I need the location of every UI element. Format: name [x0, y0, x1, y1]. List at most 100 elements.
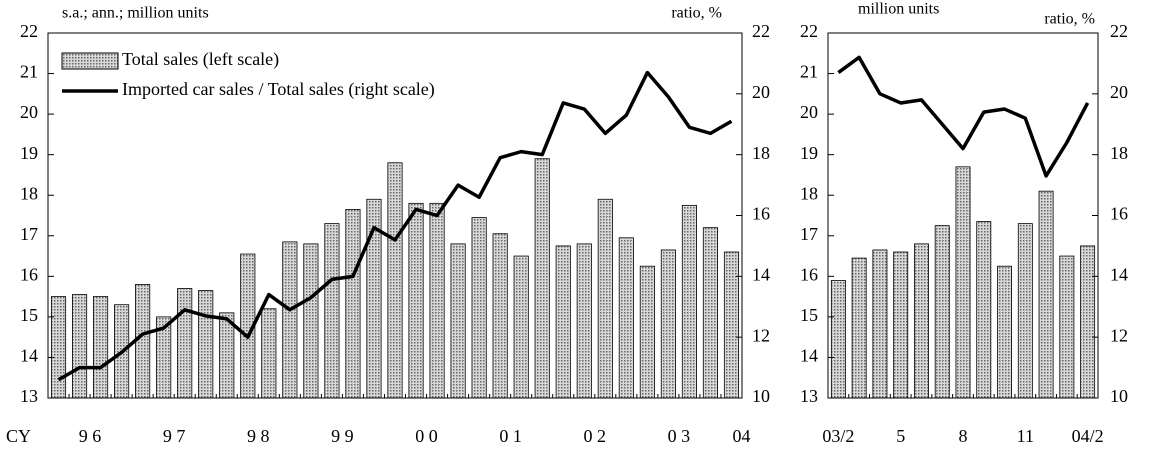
bar [893, 251, 909, 399]
bar [1017, 223, 1033, 399]
x-tick-label: 9 7 [163, 426, 186, 446]
bar [555, 245, 571, 399]
y2-tick-label: 20 [1110, 82, 1128, 102]
x-tick-label: 8 [959, 426, 968, 446]
x-tick-label: 0 3 [668, 426, 691, 446]
x-tick-label: 03/2 [822, 426, 854, 446]
bar [934, 225, 950, 399]
x-tick-label: 9 8 [247, 426, 270, 446]
bar [639, 265, 655, 399]
bar [597, 198, 613, 399]
bar [93, 296, 109, 399]
bar [681, 204, 697, 399]
x-tick-label: 0 0 [415, 426, 438, 446]
y-tick-label: 19 [20, 143, 38, 163]
y-tick-label: 16 [20, 264, 38, 284]
bar [1059, 255, 1075, 399]
bar [1038, 190, 1054, 399]
y-tick-label: 20 [20, 102, 38, 122]
bar [955, 166, 971, 399]
bar [492, 233, 508, 399]
line [57, 70, 733, 382]
y2-label: ratio, % [1044, 11, 1095, 28]
x-tick-label: 04/2 [1072, 426, 1104, 446]
bar [576, 243, 592, 399]
x-tick-label: 04 [732, 426, 750, 446]
bar [702, 227, 719, 399]
y2-tick-label: 16 [1110, 204, 1128, 224]
bar [261, 308, 277, 399]
bar [851, 257, 867, 399]
bar [50, 296, 67, 399]
bar [387, 162, 403, 399]
bar [914, 243, 929, 399]
y2-tick-label: 22 [752, 21, 770, 41]
legend-label: Imported car sales / Total sales (right … [122, 79, 435, 100]
y-label: s.a.; ann.; million units [62, 5, 209, 22]
bar [450, 243, 466, 399]
bar [345, 209, 361, 399]
bar [135, 284, 151, 399]
bar [976, 221, 992, 399]
y2-tick-label: 18 [1110, 143, 1128, 163]
y-tick-label: 19 [800, 143, 818, 163]
bar [872, 249, 888, 399]
bar [997, 265, 1013, 399]
bar [282, 241, 298, 399]
x-label: CY [6, 426, 31, 446]
y-tick-label: 17 [20, 224, 38, 244]
bar [471, 217, 487, 399]
y2-tick-label: 22 [1110, 21, 1128, 41]
y-tick-label: 14 [20, 346, 38, 366]
y-tick-label: 22 [800, 21, 818, 41]
y2-tick-label: 12 [752, 325, 770, 345]
y2-tick-label: 16 [752, 204, 770, 224]
y-tick-label: 14 [800, 346, 818, 366]
line [837, 55, 1090, 178]
y-tick-label: 15 [20, 305, 38, 325]
y2-tick-label: 14 [1110, 264, 1128, 284]
bar [513, 255, 529, 399]
y2-tick-label: 10 [1110, 386, 1128, 406]
y-label: million units [858, 1, 939, 18]
y2-tick-label: 12 [1110, 325, 1128, 345]
y-tick-label: 17 [800, 224, 818, 244]
bar [534, 158, 550, 399]
y2-label: ratio, % [671, 5, 722, 22]
y-tick-label: 22 [20, 21, 38, 41]
bar [177, 288, 193, 399]
x-tick-label: 9 9 [331, 426, 354, 446]
y-tick-label: 15 [800, 305, 818, 325]
bar [429, 202, 445, 399]
legend-label: Total sales (left scale) [122, 49, 279, 70]
bar [618, 237, 634, 399]
bar [198, 290, 214, 399]
y-tick-label: 18 [20, 183, 38, 203]
x-tick-label: 0 1 [499, 426, 522, 446]
bar [723, 251, 740, 399]
bar [1080, 245, 1096, 399]
bar [408, 202, 424, 399]
y-tick-label: 13 [800, 386, 818, 406]
y-tick-label: 20 [800, 102, 818, 122]
x-tick-label: 5 [896, 426, 905, 446]
y2-tick-label: 20 [752, 82, 770, 102]
y2-tick-label: 18 [752, 143, 770, 163]
bar [219, 312, 235, 399]
y-tick-label: 21 [800, 62, 818, 82]
y-tick-label: 16 [800, 264, 818, 284]
x-tick-label: 0 2 [584, 426, 607, 446]
y2-tick-label: 10 [752, 386, 770, 406]
y-tick-label: 21 [20, 62, 38, 82]
legend-swatch [61, 52, 119, 70]
bar [71, 294, 88, 399]
x-tick-label: 9 6 [79, 426, 102, 446]
bar [303, 243, 319, 399]
bar [324, 223, 340, 399]
y2-tick-label: 14 [752, 264, 770, 284]
x-tick-label: 11 [1017, 426, 1034, 446]
y-tick-label: 13 [20, 386, 38, 406]
bar [830, 279, 846, 399]
bar [660, 249, 676, 399]
